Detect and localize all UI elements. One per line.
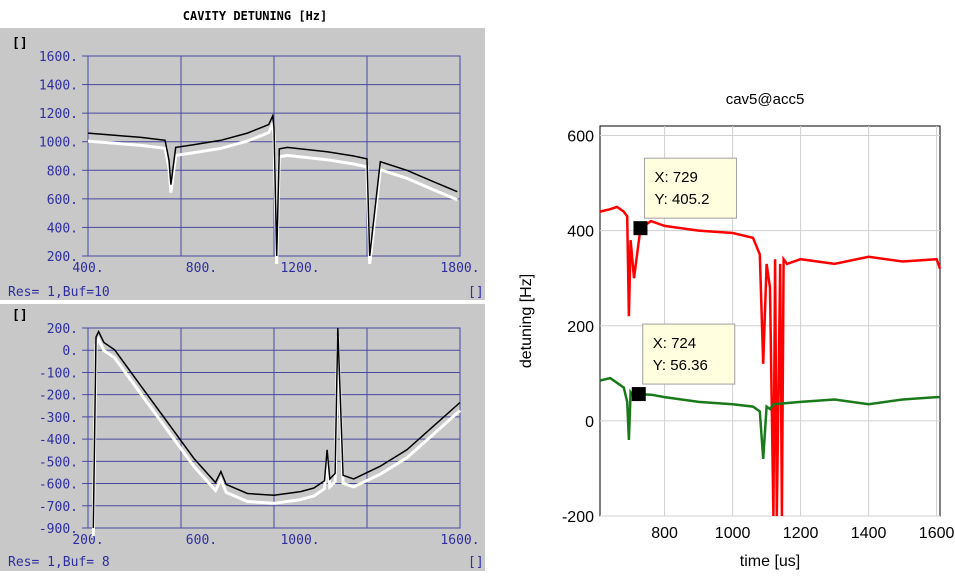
right-y-tick-labels: 600 400 200 0 -200 <box>562 129 594 526</box>
bottom-y-tick-labels: 200. 0. -100. -200. -300. -400. -500. -600. -700… <box>39 322 78 537</box>
top-x-tick-label: 400. <box>72 261 103 276</box>
datatip-text: X: 724 <box>653 335 696 352</box>
bottom-status-text: Res= 1,Buf= 8 <box>8 555 110 570</box>
right-y-tick-label: 200 <box>567 319 594 336</box>
top-x-tick-label: 1200. <box>280 261 319 276</box>
left-instrument-panel: CAVITY DETUNING [Hz] [] 1600.1400.1200.1… <box>0 9 485 571</box>
datatip-annotations: X: 729 Y: 405.2 X: 724 Y: 56.36 <box>631 157 737 402</box>
right-x-tick-label: 800 <box>651 525 678 542</box>
top-traces <box>87 113 458 265</box>
datatip-box <box>642 323 736 385</box>
datatip-box <box>643 157 737 219</box>
green-detuning-line <box>599 376 940 459</box>
bottom-y-tick-label: -600. <box>39 478 78 493</box>
bottom-y-tick-label: -400. <box>39 433 78 448</box>
right-chart-title: cav5@acc5 <box>726 91 805 108</box>
bottom-y-tick-label: -900. <box>39 522 78 537</box>
top-y-tick-label: 1600. <box>39 50 78 65</box>
bottom-x-tick-label: 1600. <box>440 533 479 548</box>
bottom-x-unit: [] <box>468 555 484 570</box>
top-status-text: Res= 1,Buf=10 <box>8 285 110 300</box>
bottom-x-tick-label: 600. <box>186 533 217 548</box>
bottom-y-tick-label: -200. <box>39 389 78 404</box>
panel-separator <box>0 300 485 304</box>
bottom-y-tick-label: 200. <box>47 322 78 337</box>
bottom-y-tick-label: 0. <box>62 344 78 359</box>
bottom-grid <box>82 327 460 529</box>
right-x-tick-label: 1000 <box>715 525 751 542</box>
top-y-tick-label: 600. <box>47 193 78 208</box>
datatip-text: Y: 405.2 <box>654 191 709 208</box>
datatip-text: Y: 56.36 <box>653 357 708 374</box>
bottom-detuning-trace <box>92 327 461 529</box>
bottom-y-tick-label: -500. <box>39 455 78 470</box>
left-chart-title: CAVITY DETUNING [Hz] <box>183 9 328 23</box>
right-chart: cav5@acc5 600 400 200 0 -200 800 1000 1200 1400… <box>518 91 954 570</box>
datatip-text: X: 729 <box>654 169 697 186</box>
right-y-tick-label: 0 <box>585 414 594 431</box>
bottom-panel: [] 200. 0. -100. -200. -300. -400. -500. -600. -… <box>8 308 484 570</box>
top-y-tick-label: 1200. <box>39 107 78 122</box>
top-detuning-trace <box>87 113 458 257</box>
bottom-unit-label: [] <box>12 308 28 323</box>
bottom-y-tick-label: -300. <box>39 411 78 426</box>
right-y-axis-label: detuning [Hz] <box>518 274 535 368</box>
right-traces <box>599 205 942 517</box>
datatip-marker <box>633 221 648 236</box>
right-x-tick-labels: 800 1000 1200 1400 1600 <box>651 525 954 542</box>
top-x-unit: [] <box>468 285 484 300</box>
top-y-tick-label: 400. <box>47 221 78 236</box>
top-x-tick-label: 1800. <box>440 261 479 276</box>
bottom-x-tick-label: 1000. <box>280 533 319 548</box>
right-y-tick-label: 600 <box>567 129 594 146</box>
top-x-tick-labels: 400. 800. 1200. 1800. <box>72 261 479 276</box>
top-y-tick-label: 200. <box>47 250 78 265</box>
top-panel: [] 1600.1400.1200.1000.800.600.400.200. … <box>8 36 484 300</box>
bottom-x-tick-label: 200. <box>72 533 103 548</box>
top-x-tick-label: 800. <box>186 261 217 276</box>
top-y-tick-label: 1400. <box>39 79 78 94</box>
right-x-tick-label: 1600 <box>919 525 955 542</box>
right-y-tick-label: 400 <box>567 224 594 241</box>
right-y-tick-label: -200 <box>562 509 594 526</box>
right-x-axis-label: time [us] <box>740 553 800 570</box>
red-detuning-line <box>599 205 942 517</box>
top-y-tick-label: 800. <box>47 164 78 179</box>
bottom-reference-trace <box>91 335 461 537</box>
top-y-tick-labels: 1600. 1400. 1200. 1000. 800. 600. 400. 200. <box>39 50 78 265</box>
bottom-y-tick-label: -700. <box>39 500 78 515</box>
right-x-tick-label: 1200 <box>783 525 819 542</box>
top-y-tick-label: 1000. <box>39 136 78 151</box>
right-x-tick-label: 1400 <box>851 525 887 542</box>
bottom-x-tick-labels: 200. 600. 1000. 1600. <box>72 533 479 548</box>
top-grid <box>82 55 460 257</box>
bottom-traces <box>91 327 461 537</box>
datatip-marker <box>631 387 646 402</box>
bottom-y-tick-label: -100. <box>39 366 78 381</box>
top-unit-label: [] <box>12 36 28 51</box>
